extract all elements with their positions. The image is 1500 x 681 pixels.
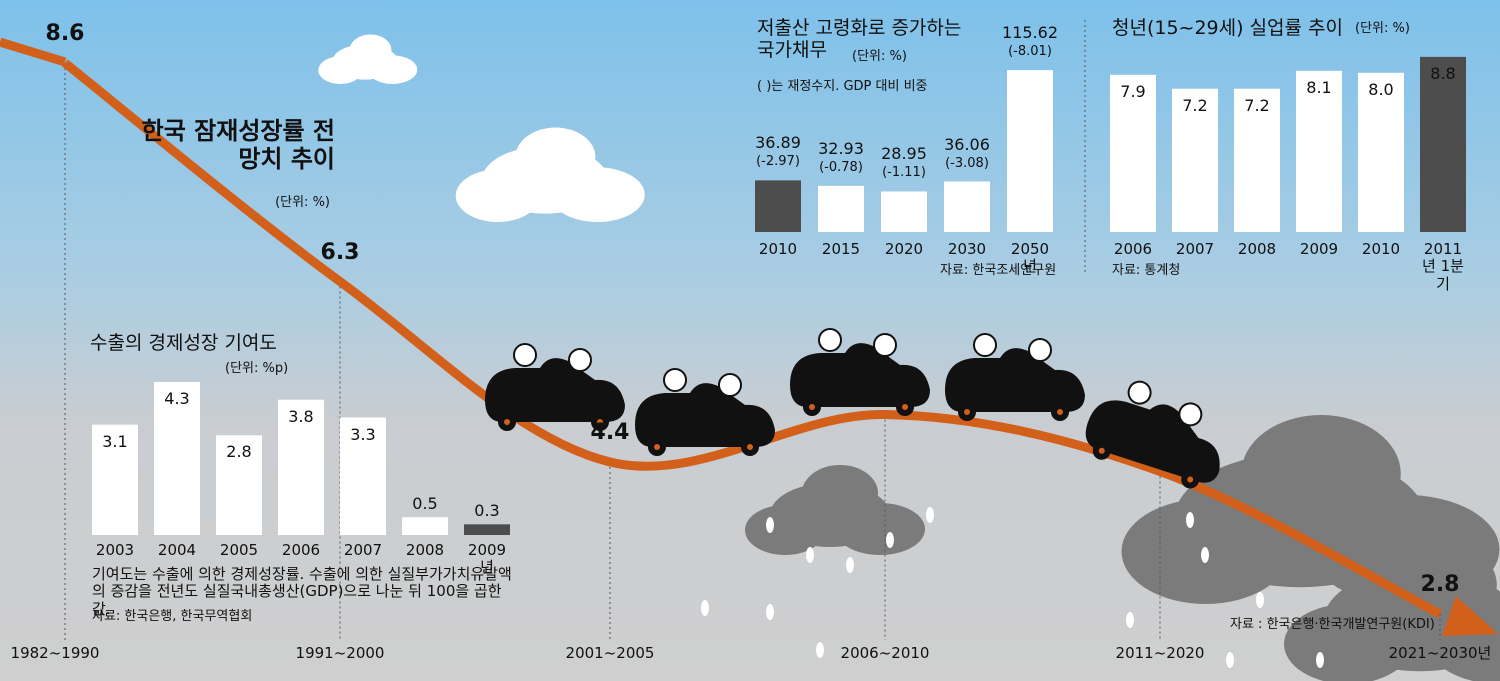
chart-title: 청년(15~29세) 실업률 추이 <box>1112 17 1344 39</box>
value-label: 8.1 <box>1306 77 1332 97</box>
chart-unit: (단위: %p) <box>225 361 289 376</box>
value-label: 3.1 <box>102 431 128 451</box>
chart-source: 자료: 한국조세연구원 <box>940 263 1057 278</box>
bar <box>92 424 138 535</box>
chart-unit: (단위: %) <box>275 195 330 210</box>
value-label: 7.2 <box>1244 95 1270 115</box>
chart-unit: (단위: %) <box>1355 21 1410 36</box>
bar <box>1234 88 1280 232</box>
chart-title: 저출산 고령화로 증가하는 국가채무 <box>757 17 962 61</box>
clouds <box>318 34 645 222</box>
x-tick-label: 1982~1990 <box>10 644 100 662</box>
x-tick-label: 2021~2030년 <box>1388 644 1492 662</box>
chart-note: 기여도는 수출에 의한 경제성장률. 수출에 의한 실질부가가치유발액의 증감을… <box>92 565 512 618</box>
value-label: 8.6 <box>45 21 85 46</box>
bar <box>340 417 386 535</box>
bar <box>881 191 927 232</box>
balance-label: (-2.97) <box>756 154 800 170</box>
value-label: 7.2 <box>1182 95 1208 115</box>
bar <box>818 185 864 232</box>
raindrops <box>701 507 1324 668</box>
x-tick-label: 1991~2000 <box>295 644 385 662</box>
value-label: 36.89 <box>755 133 801 153</box>
balance-label: (-8.01) <box>1008 44 1052 60</box>
x-tick-label: 2015 <box>821 240 861 258</box>
bar <box>755 180 801 232</box>
x-tick-label: 2050년 <box>1010 240 1050 276</box>
x-tick-label: 2008 <box>1237 240 1277 258</box>
x-tick-label: 2003 <box>95 541 135 559</box>
value-label: 4.9 <box>865 372 905 398</box>
x-tick-label: 2005 <box>219 541 259 559</box>
value-label: 8.0 <box>1368 79 1394 99</box>
value-label: 4.4 <box>590 420 630 445</box>
x-tick-label: 2001~2005 <box>565 644 655 662</box>
value-label: 4.3 <box>164 388 190 408</box>
chart-title: 수출의 경제성장 기여도 <box>90 332 277 354</box>
balance-label: (-1.11) <box>882 165 926 181</box>
bar <box>1420 56 1466 232</box>
chart-unit: (단위: %) <box>852 49 907 64</box>
bar <box>216 435 262 535</box>
x-tick-label: 2006 <box>1113 240 1153 258</box>
bar <box>154 381 200 535</box>
value-label: 2.8 <box>1420 572 1460 597</box>
x-tick-label: 2020 <box>884 240 924 258</box>
x-tick-label: 2010 <box>758 240 798 258</box>
x-tick-label: 2008 <box>405 541 445 559</box>
x-tick-label: 2007 <box>1175 240 1215 258</box>
bar <box>1110 74 1156 232</box>
x-tick-label: 2009년 <box>467 541 507 577</box>
value-label: 6.3 <box>320 239 360 265</box>
x-tick-label: 2006~2010 <box>840 644 930 662</box>
value-label: 3.3 <box>350 424 376 444</box>
x-tick-label: 2004 <box>157 541 197 559</box>
value-label: 3.8 <box>288 406 314 426</box>
bar <box>464 524 510 535</box>
value-label: 0.3 <box>474 501 500 521</box>
value-label: 36.06 <box>944 134 990 154</box>
x-tick-label: 2009 <box>1299 240 1339 258</box>
x-tick-label: 2010 <box>1361 240 1401 258</box>
chart-source: 자료: 통계청 <box>1112 263 1181 278</box>
x-tick-label: 2011년 1분기 <box>1422 240 1464 293</box>
chart-note: ( )는 재정수지. GDP 대비 비중 <box>757 79 928 94</box>
value-label: 28.95 <box>881 144 927 164</box>
arrowhead <box>1442 596 1498 636</box>
chart-title: 한국 잠재성장률 전망치 추이 <box>141 117 335 173</box>
bar <box>944 181 990 232</box>
value-label: 0.5 <box>412 494 438 514</box>
value-label: 4.3 <box>1140 429 1180 455</box>
x-tick-label: 2006 <box>281 541 321 559</box>
bar <box>402 517 448 535</box>
bar <box>1296 70 1342 232</box>
x-tick-label: 2011~2020 <box>1115 644 1205 662</box>
bar <box>278 399 324 535</box>
value-label: 8.8 <box>1430 63 1456 83</box>
bar <box>1358 72 1404 232</box>
balance-label: (-0.78) <box>819 159 863 175</box>
x-tick-label: 2007 <box>343 541 383 559</box>
bar <box>1007 70 1053 232</box>
chart-source: 자료 : 한국은행·한국개발연구원(KDI) <box>1230 617 1435 632</box>
value-label: 2.8 <box>226 442 252 462</box>
chart-source: 자료: 한국은행, 한국무역협회 <box>92 609 253 624</box>
line-lead <box>0 37 67 67</box>
value-label: 7.9 <box>1120 81 1146 101</box>
value-label: 32.93 <box>818 138 864 158</box>
value-label: 115.62 <box>1002 23 1058 43</box>
x-tick-label: 2030 <box>947 240 987 258</box>
balance-label: (-3.08) <box>945 155 989 171</box>
bar <box>1172 88 1218 232</box>
